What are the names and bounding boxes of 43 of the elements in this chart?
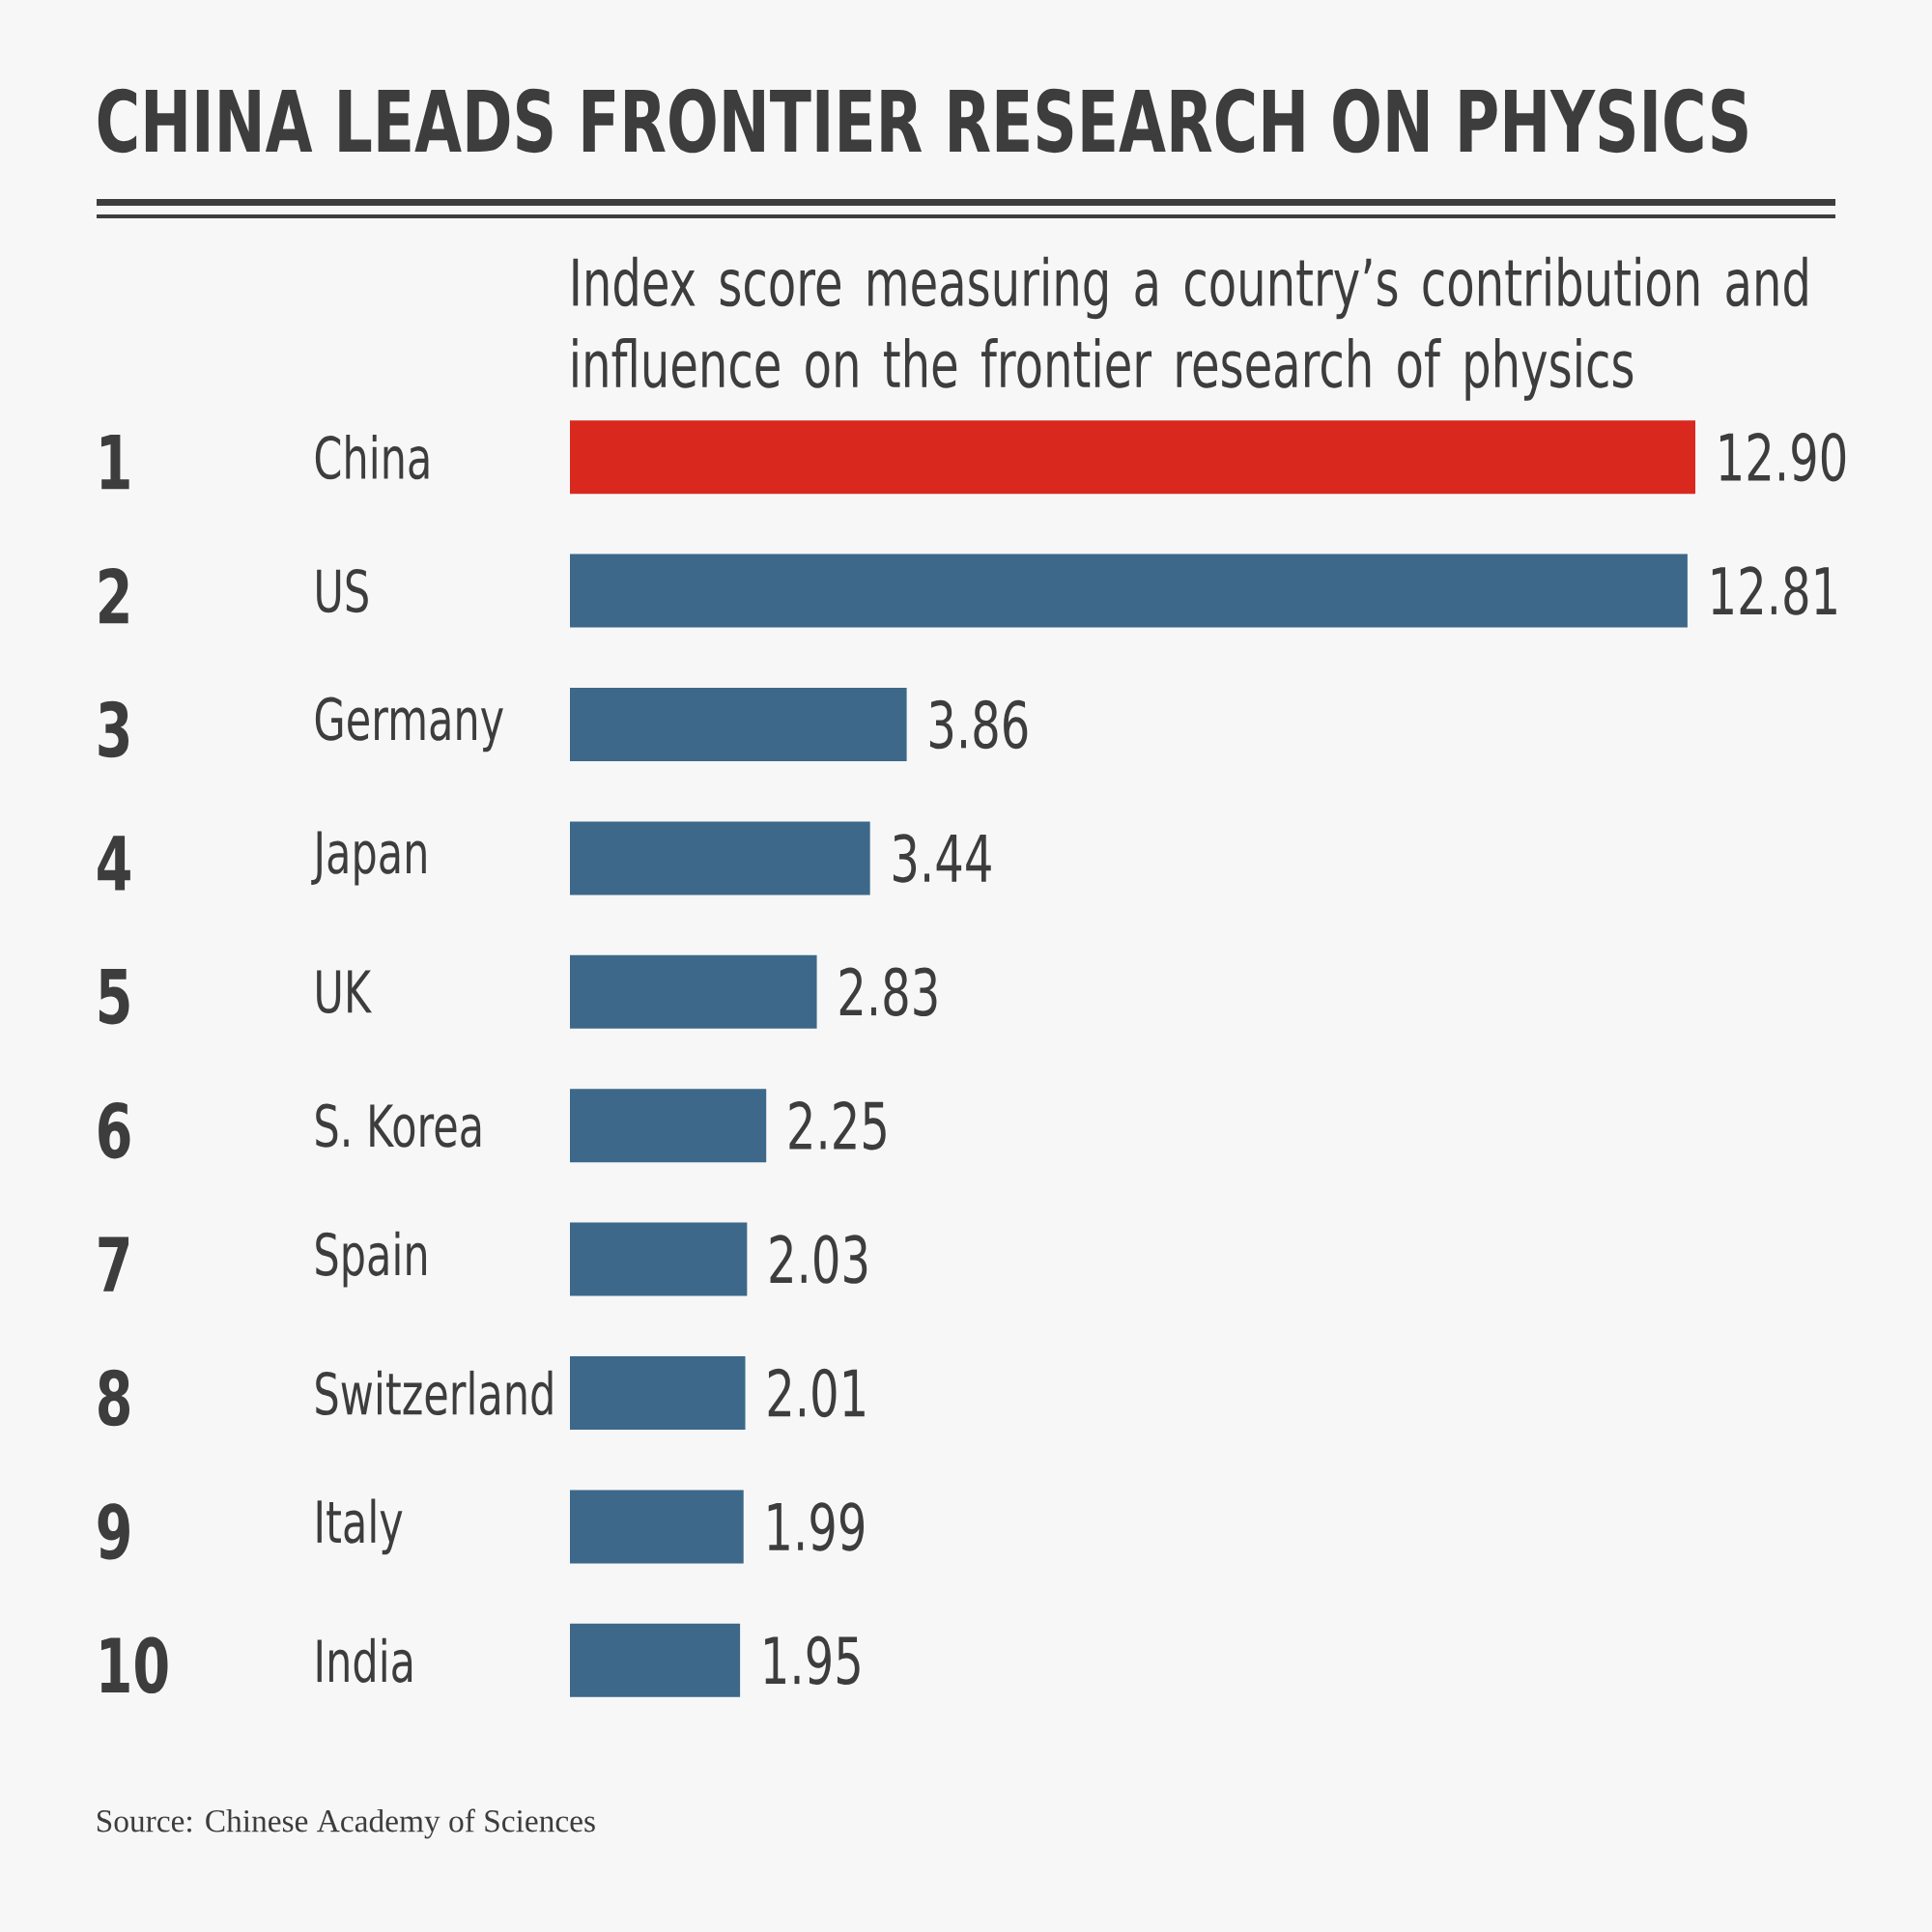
data-label: 2.03 <box>770 1235 867 1284</box>
bar <box>570 954 817 1029</box>
data-label: 3.44 <box>894 834 991 883</box>
bar <box>570 554 1688 628</box>
data-label: 2.01 <box>768 1368 865 1418</box>
bar <box>570 1222 748 1296</box>
data-label: 12.90 <box>1720 432 1846 482</box>
y-tick-label: Spain <box>316 1231 426 1288</box>
bar <box>570 1089 767 1163</box>
y-tick-label: UK <box>317 970 373 1013</box>
bar <box>570 1490 744 1564</box>
data-label: 1.95 <box>765 1635 860 1686</box>
text: 9 <box>98 1503 129 1560</box>
text: 8 <box>99 1369 129 1427</box>
bar <box>570 1623 741 1697</box>
y-tick-label: Italy <box>317 1498 403 1555</box>
text: 2 <box>99 567 128 624</box>
data-label: 2.25 <box>789 1100 886 1151</box>
text: 5 <box>99 969 129 1025</box>
data-label: 2.83 <box>839 967 937 1017</box>
text: 7 <box>99 1236 128 1292</box>
text: 1 <box>100 434 129 490</box>
source-note: Source: Chinese Academy of Sciences <box>97 1808 595 1839</box>
data-label: 1.99 <box>768 1502 865 1551</box>
y-tick-label: India <box>317 1637 412 1683</box>
text: 3 <box>99 700 128 758</box>
y-tick-label: Germany <box>315 696 503 753</box>
data-label: 3.86 <box>929 699 1028 750</box>
y-tick-label: S. Korea <box>316 1103 481 1148</box>
y-tick-label: China <box>315 435 429 480</box>
text: 4 <box>98 836 130 891</box>
bar <box>570 1356 746 1431</box>
data-label: 12.81 <box>1712 566 1836 615</box>
y-tick-label: Japan <box>311 831 426 886</box>
text: 10 <box>100 1636 168 1694</box>
chart-subtitle: Index score measuring a country’s contribution and influence on the frontier research of physics <box>573 256 1807 401</box>
chart-title: CHINA LEADS FRONTIER RESEARCH ON PHYSICS <box>98 88 1747 154</box>
y-tick-label: Switzerland <box>316 1370 553 1416</box>
text: 6 <box>99 1101 130 1159</box>
bar <box>570 821 870 895</box>
bar <box>570 420 1696 495</box>
bar <box>570 688 907 762</box>
y-tick-label: US <box>317 568 368 613</box>
